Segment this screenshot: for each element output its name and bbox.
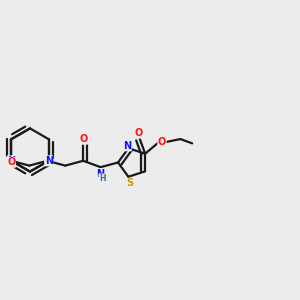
Text: N: N: [123, 141, 131, 151]
Text: O: O: [79, 134, 87, 144]
Text: N: N: [7, 156, 15, 166]
Text: O: O: [7, 157, 15, 167]
Text: O: O: [134, 128, 142, 138]
Text: O: O: [158, 136, 166, 147]
Text: H: H: [99, 174, 105, 183]
Text: S: S: [126, 178, 134, 188]
Text: N: N: [45, 156, 53, 166]
Text: N: N: [97, 169, 105, 179]
